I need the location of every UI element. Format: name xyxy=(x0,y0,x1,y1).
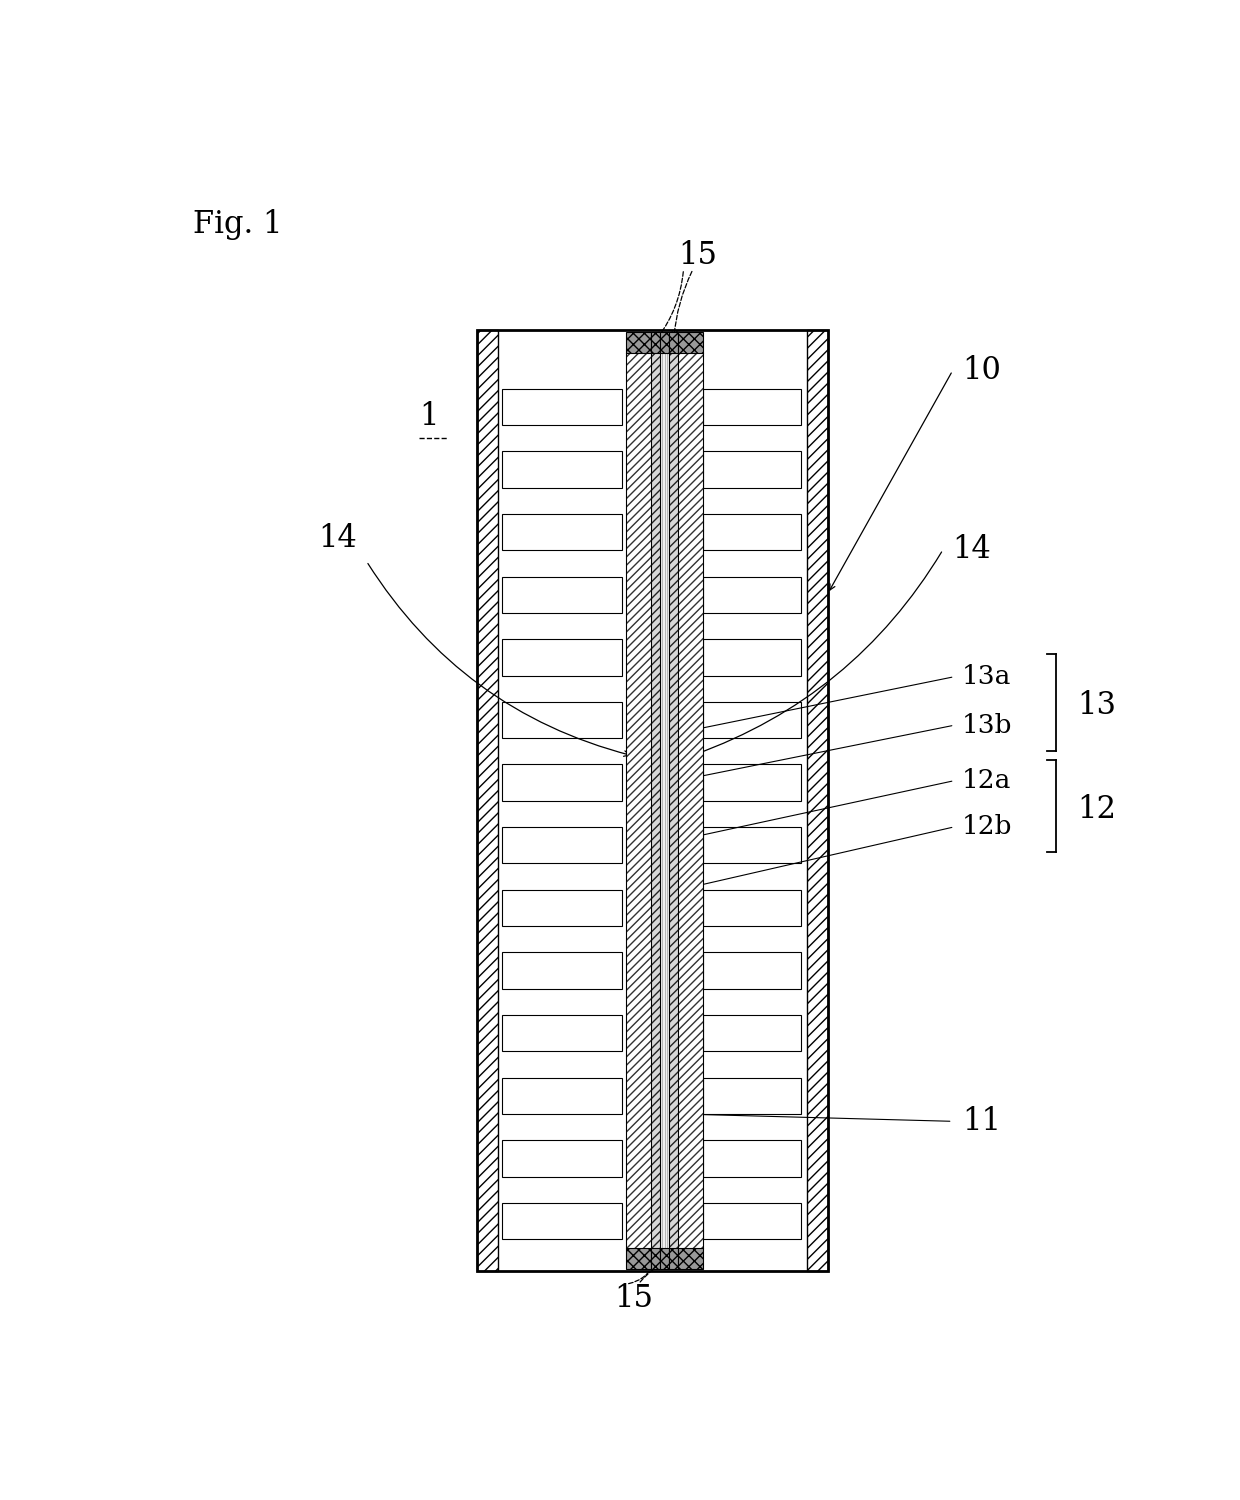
Bar xyxy=(660,354,670,1248)
Bar xyxy=(502,702,622,738)
Bar xyxy=(806,330,828,1272)
Text: 14: 14 xyxy=(952,534,992,566)
Bar xyxy=(703,1016,801,1052)
Bar xyxy=(502,952,622,988)
Bar xyxy=(703,765,801,801)
Bar xyxy=(703,452,801,488)
Bar xyxy=(502,1203,622,1239)
Bar xyxy=(678,354,703,1248)
Text: 15: 15 xyxy=(614,1282,653,1314)
Bar xyxy=(502,452,622,488)
Bar xyxy=(651,1248,660,1269)
Bar xyxy=(626,333,651,354)
Bar xyxy=(678,1248,703,1269)
Text: 14: 14 xyxy=(319,522,357,554)
Text: 12a: 12a xyxy=(962,768,1012,794)
Text: 13: 13 xyxy=(1078,690,1116,722)
Bar xyxy=(703,514,801,550)
Text: 12: 12 xyxy=(1078,794,1116,825)
Text: 15: 15 xyxy=(678,240,718,270)
Bar xyxy=(703,827,801,864)
Bar xyxy=(477,330,828,1272)
Bar xyxy=(660,333,670,354)
Bar xyxy=(502,514,622,550)
Bar xyxy=(678,333,703,354)
Bar xyxy=(703,388,801,424)
Bar xyxy=(502,1016,622,1052)
Bar xyxy=(502,576,622,614)
Bar xyxy=(703,639,801,675)
Bar xyxy=(502,388,622,424)
Bar xyxy=(670,354,678,1248)
Bar xyxy=(651,333,660,354)
Bar xyxy=(703,1203,801,1239)
Bar xyxy=(477,330,498,1272)
Bar xyxy=(703,890,801,926)
Text: 10: 10 xyxy=(962,356,1001,386)
Bar xyxy=(660,1248,670,1269)
Bar xyxy=(703,1077,801,1114)
Text: 1: 1 xyxy=(419,402,439,432)
Bar xyxy=(670,1248,678,1269)
Bar xyxy=(502,765,622,801)
Bar xyxy=(502,827,622,864)
Bar xyxy=(651,354,660,1248)
Text: 13a: 13a xyxy=(962,664,1012,688)
Bar xyxy=(502,639,622,675)
Bar xyxy=(703,702,801,738)
Text: 12b: 12b xyxy=(962,815,1013,840)
Bar xyxy=(703,1140,801,1176)
Bar xyxy=(626,1248,651,1269)
Bar xyxy=(670,333,678,354)
Bar xyxy=(626,354,651,1248)
Text: 13b: 13b xyxy=(962,712,1013,738)
Text: Fig. 1: Fig. 1 xyxy=(193,209,283,240)
Bar xyxy=(502,1140,622,1176)
Bar xyxy=(502,890,622,926)
Bar xyxy=(703,952,801,988)
Bar xyxy=(502,1077,622,1114)
Bar xyxy=(703,576,801,614)
Text: 11: 11 xyxy=(962,1106,1001,1137)
